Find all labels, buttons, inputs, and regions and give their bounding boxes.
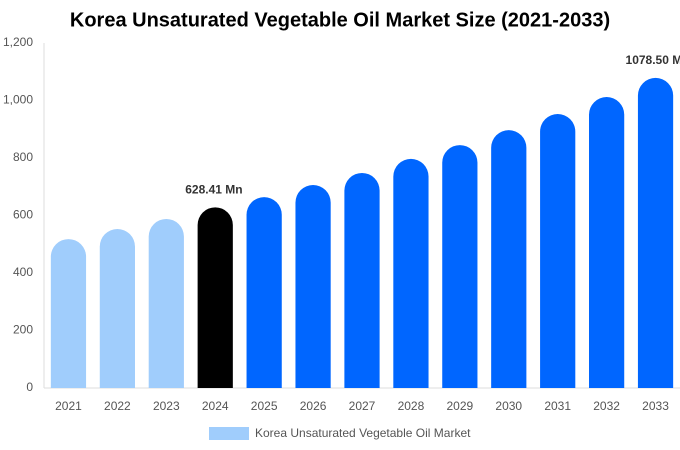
bar (246, 197, 282, 388)
x-tick-label: 2024 (202, 399, 229, 413)
chart-title: Korea Unsaturated Vegetable Oil Market S… (70, 9, 610, 31)
x-tick-label: 2025 (251, 399, 278, 413)
bar (344, 172, 380, 388)
x-tick-label: 2031 (544, 399, 571, 413)
bar (637, 77, 674, 389)
bar (540, 114, 576, 388)
bar (148, 218, 184, 388)
y-tick-label: 1,000 (3, 93, 33, 107)
bar (442, 145, 478, 388)
bar (197, 207, 233, 388)
bar (295, 185, 331, 388)
legend-swatch (209, 427, 249, 440)
value-label: 628.41 Mn (185, 183, 242, 197)
bar (589, 97, 625, 389)
y-tick-label: 800 (13, 150, 33, 164)
x-tick-label: 2021 (55, 399, 82, 413)
y-tick-label: 1,200 (3, 35, 33, 49)
x-tick-label: 2032 (593, 399, 620, 413)
bar (491, 130, 527, 388)
x-tick-label: 2033 (642, 399, 669, 413)
x-tick-label: 2029 (446, 399, 473, 413)
x-tick-label: 2030 (495, 399, 522, 413)
x-tick-label: 2023 (153, 399, 180, 413)
y-tick-label: 0 (26, 380, 33, 394)
y-tick-label: 400 (13, 265, 33, 279)
x-tick-label: 2028 (398, 399, 425, 413)
x-tick-label: 2022 (104, 399, 131, 413)
y-tick-label: 200 (13, 323, 33, 337)
x-tick-label: 2026 (300, 399, 327, 413)
bar (393, 158, 429, 388)
x-tick-label: 2027 (349, 399, 376, 413)
legend-label: Korea Unsaturated Vegetable Oil Market (255, 426, 471, 440)
value-label: 1078.50 Mn (626, 53, 680, 67)
bar (50, 239, 87, 388)
y-tick-label: 600 (13, 208, 33, 222)
bar (99, 229, 135, 388)
